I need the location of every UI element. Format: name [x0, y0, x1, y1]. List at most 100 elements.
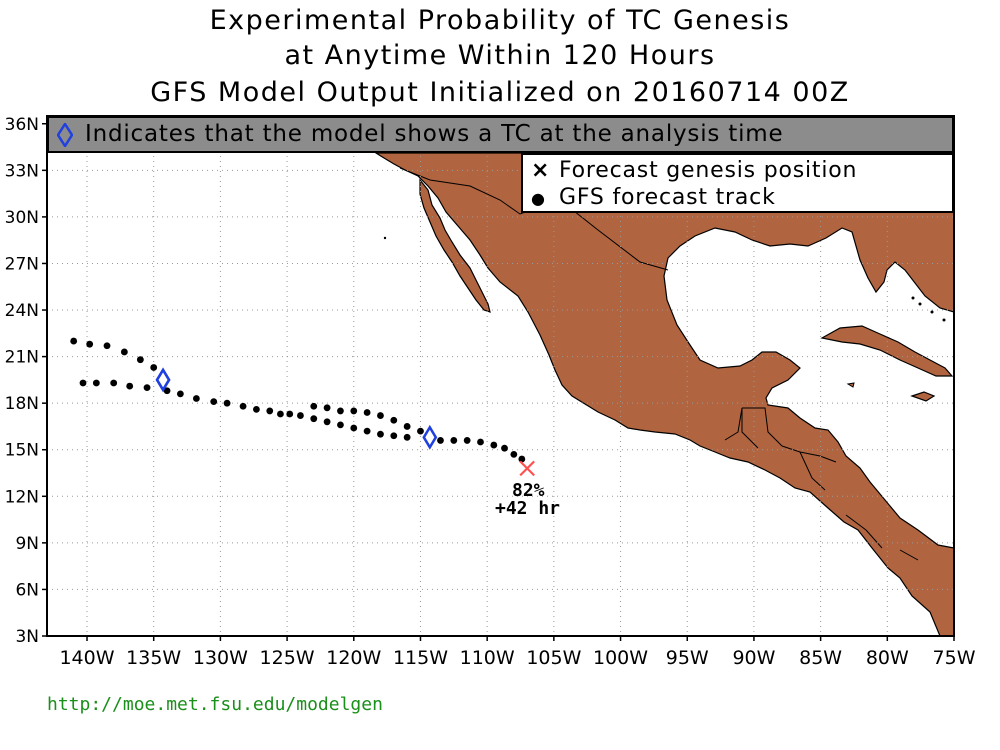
track-point	[377, 430, 384, 438]
y-tick-label: 15N	[5, 441, 39, 461]
chart-title-line-1: Experimental Probability of TC Genesis	[209, 5, 791, 36]
track-point	[266, 407, 274, 415]
track-point	[150, 364, 158, 371]
x-tick-label: 95W	[666, 647, 709, 669]
legend-genesis: × Forecast genesis position	[531, 158, 857, 183]
y-tick-label: 9N	[15, 534, 39, 554]
track-point	[350, 424, 358, 432]
border-mexico-belize	[724, 407, 743, 441]
track-point	[310, 402, 318, 410]
track-point	[92, 379, 100, 387]
track-point	[450, 437, 458, 444]
track-point	[223, 399, 231, 407]
track-point	[120, 348, 128, 356]
analysis-time-banner: Indicates that the model shows a TC at t…	[47, 116, 954, 153]
track-point	[103, 342, 111, 350]
track-point	[377, 412, 384, 419]
dot-icon: ●	[531, 189, 546, 208]
track-point	[192, 395, 200, 402]
track-point	[337, 421, 344, 429]
land-jamaica	[910, 391, 936, 402]
track-point	[390, 432, 398, 440]
track-point	[86, 340, 94, 348]
x-tick-label: 115W	[393, 647, 448, 669]
track-point	[143, 384, 151, 392]
y-tick-label: 12N	[5, 487, 39, 507]
land-layer	[373, 152, 954, 636]
axis-ticks: 140W 135W 130W 125W 120W 115W 110W 105W 100W 95W 9…	[5, 115, 976, 669]
x-tick-label: 80W	[866, 647, 909, 669]
x-tick-label: 110W	[460, 647, 515, 669]
chart-title-line-2: at Anytime Within 120 Hours	[284, 40, 716, 71]
track-point	[350, 407, 358, 415]
y-tick-label: 18N	[5, 394, 39, 414]
track-point	[403, 433, 411, 441]
x-tick-label: 125W	[260, 647, 315, 669]
border-us-mexico	[399, 167, 669, 271]
y-tick-label: 6N	[15, 580, 39, 600]
track-point	[363, 409, 371, 416]
border-guatemala	[741, 407, 783, 449]
x-tick-label: 135W	[126, 647, 181, 669]
x-tick-label: 140W	[59, 647, 114, 669]
banner-text: Indicates that the model shows a TC at t…	[85, 121, 784, 147]
genesis-probability: 82%	[512, 480, 545, 501]
legend-genesis-label: Forecast genesis position	[559, 158, 858, 183]
x-tick-label: 85W	[799, 647, 842, 669]
track-point	[337, 407, 344, 415]
track-point	[277, 410, 284, 418]
track-point	[477, 438, 484, 446]
track-point	[390, 416, 398, 424]
x-tick-label: 120W	[326, 647, 381, 669]
y-tick-label: 33N	[5, 161, 39, 181]
legend-track: ● GFS forecast track	[531, 185, 776, 210]
y-tick-label: 21N	[5, 348, 39, 368]
land-island	[942, 318, 946, 322]
track-point	[297, 412, 304, 419]
track-point	[417, 427, 424, 435]
legend-track-label: GFS forecast track	[559, 185, 776, 210]
y-tick-label: 3N	[15, 627, 39, 647]
track-point	[79, 379, 87, 387]
y-tick-label: 36N	[5, 115, 39, 135]
x-mark-icon: ×	[531, 158, 551, 183]
forecast-tracks	[70, 337, 535, 477]
land-island	[383, 236, 387, 240]
track-point	[110, 379, 118, 387]
track-point	[363, 427, 371, 435]
map-legend: × Forecast genesis position ● GFS forecast…	[521, 153, 954, 213]
track-point	[176, 390, 184, 398]
land-island	[930, 310, 934, 314]
track-point	[136, 356, 144, 364]
track-point	[70, 337, 78, 345]
track-point	[501, 444, 508, 452]
x-tick-label: 105W	[526, 647, 581, 669]
track-point	[437, 437, 444, 444]
blue-diamond-icon	[57, 123, 73, 147]
land-island	[918, 302, 922, 306]
track-point	[510, 450, 518, 458]
source-url[interactable]: http://moe.met.fsu.edu/modelgen	[47, 694, 383, 715]
track-point	[403, 423, 411, 430]
genesis-lead-time: +42 hr	[495, 498, 561, 519]
track-point	[253, 405, 260, 413]
track-point	[323, 418, 331, 426]
analysis-diamond-icon	[155, 367, 171, 393]
analysis-diamond-icon	[422, 424, 438, 450]
track-point	[163, 387, 171, 395]
x-tick-label: 100W	[593, 647, 648, 669]
land-baja-california	[419, 178, 491, 313]
track-point	[286, 410, 294, 418]
land-yucatan-island	[846, 382, 855, 388]
genesis-x-icon	[519, 460, 535, 477]
chart-title-line-3: GFS Model Output Initialized on 20160714…	[150, 77, 850, 108]
land-north-america	[373, 152, 954, 636]
x-tick-label: 75W	[933, 647, 976, 669]
track-point	[463, 437, 471, 444]
track-point	[323, 404, 331, 412]
y-tick-label: 30N	[5, 208, 39, 228]
y-tick-label: 24N	[5, 301, 39, 321]
x-tick-label: 130W	[193, 647, 248, 669]
land-island	[911, 296, 915, 300]
